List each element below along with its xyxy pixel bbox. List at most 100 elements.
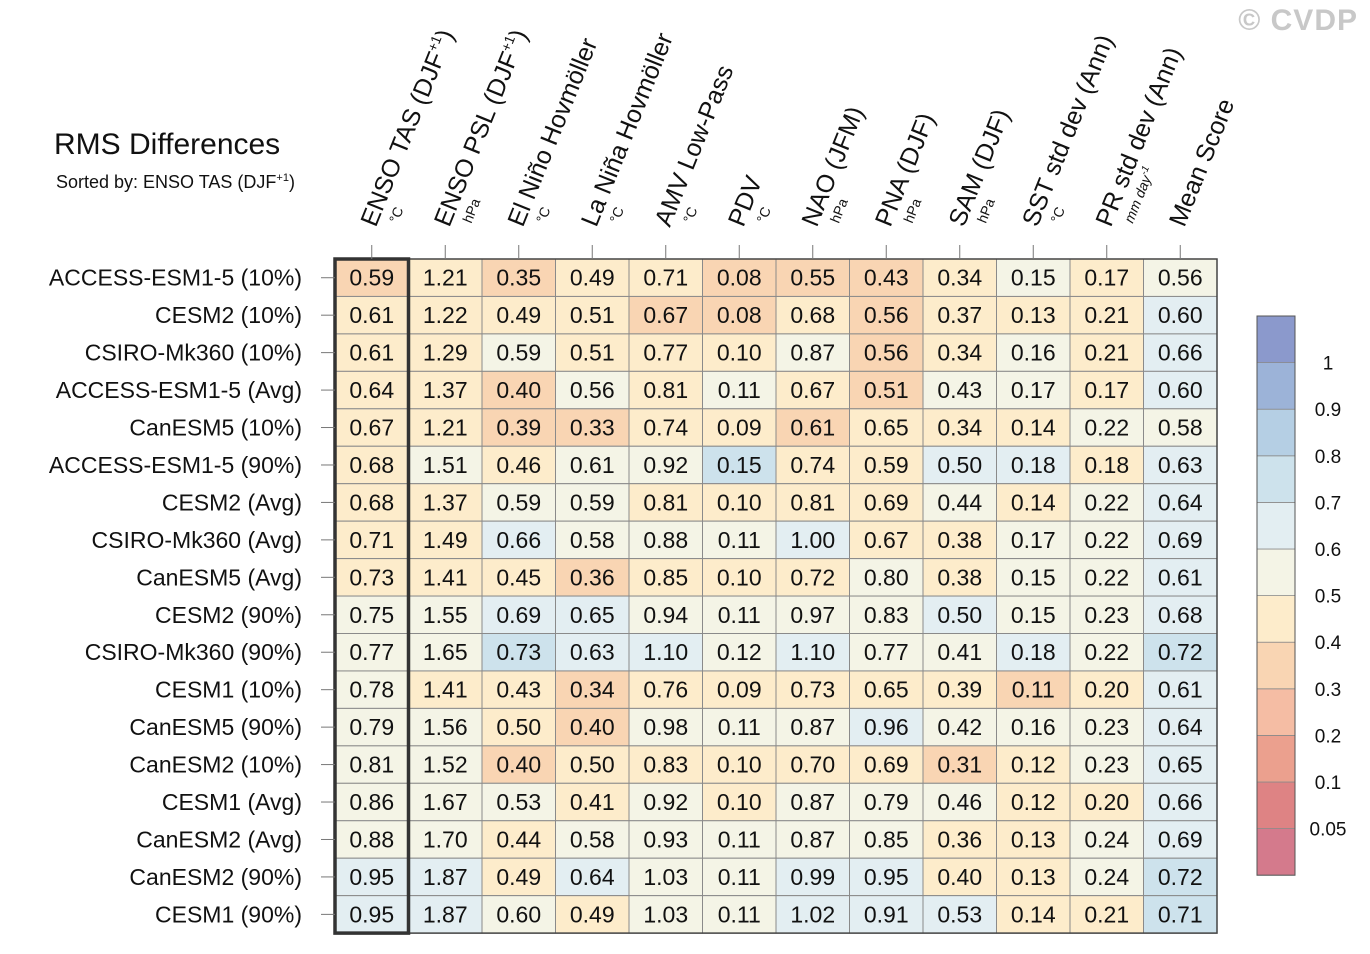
heatmap-cell	[628, 782, 703, 822]
column-unit: °C	[606, 205, 627, 226]
cell-value-label: 0.95	[349, 864, 394, 890]
column-label-superscript: +1	[497, 33, 518, 54]
cell-value-label: 0.40	[496, 752, 541, 778]
row-label: ACCESS-ESM1-5 (90%)	[49, 452, 302, 478]
heatmap-cell	[849, 558, 924, 597]
heatmap-cell	[555, 670, 630, 709]
colorbar-segment	[1256, 362, 1296, 410]
colorbar-segment	[1256, 595, 1296, 643]
cell-value-label: 0.69	[496, 602, 541, 628]
colorbar-segment	[1256, 315, 1296, 363]
row-label: CanESM5 (10%)	[129, 415, 302, 441]
cell-value-label: 0.97	[790, 602, 835, 628]
cell-value-label: 0.56	[1158, 265, 1203, 291]
cell-value-label: 0.71	[1158, 901, 1203, 927]
cell-value-label: 0.42	[937, 714, 982, 740]
cell-value-label: 0.33	[570, 415, 615, 441]
cell-value-label: 0.86	[349, 789, 394, 815]
colorbar-tick-label: 0.05	[1310, 820, 1347, 841]
cell-value-label: 0.87	[790, 789, 835, 815]
heatmap-cell	[481, 558, 556, 597]
heatmap-cell	[702, 670, 777, 709]
heatmap-cell	[481, 408, 556, 447]
column-unit-text: °C	[680, 205, 701, 226]
heatmap-cell	[481, 445, 556, 485]
cell-value-label: 0.59	[496, 489, 541, 515]
cell-value-label: 0.50	[570, 752, 615, 778]
cell-value-label: 0.65	[570, 602, 615, 628]
cell-value-label: 0.69	[864, 752, 909, 778]
cell-value-label: 0.63	[1158, 452, 1203, 478]
heatmap-cell	[555, 895, 630, 934]
heatmap-cell	[996, 782, 1071, 822]
cell-value-label: 0.59	[864, 452, 909, 478]
cell-value-label: 1.65	[423, 639, 468, 665]
colorbar-tick-label: 0.5	[1315, 587, 1341, 608]
cell-value-label: 0.15	[1011, 602, 1056, 628]
heatmap-cell	[408, 595, 483, 634]
cell-value-label: 0.94	[643, 602, 688, 628]
cell-value-label: 0.46	[937, 789, 982, 815]
colorbar-segment	[1256, 455, 1296, 503]
cell-value-label: 1.00	[790, 527, 835, 553]
cell-value-label: 0.12	[1011, 752, 1056, 778]
heatmap-cell	[481, 520, 556, 560]
colorbar-tick-label: 0.4	[1315, 633, 1342, 654]
cell-value-label: 0.15	[717, 452, 762, 478]
cell-value-label: 0.75	[349, 602, 394, 628]
cell-value-label: 0.81	[349, 752, 394, 778]
row-label: CanESM5 (90%)	[129, 714, 302, 740]
heatmap-cell	[849, 895, 924, 934]
cell-value-label: 0.66	[1158, 340, 1203, 366]
heatmap-cell	[555, 258, 630, 297]
cell-value-label: 0.40	[570, 714, 615, 740]
subtitle-suffix: )	[288, 172, 295, 192]
cell-value-label: 0.22	[1084, 415, 1129, 441]
heatmap-cell	[1069, 633, 1144, 672]
cell-value-label: 0.60	[1158, 302, 1203, 328]
row-label: CESM2 (90%)	[155, 602, 302, 628]
cell-value-label: 1.37	[423, 377, 468, 403]
cell-value-label: 0.91	[864, 901, 909, 927]
cell-value-label: 0.78	[349, 677, 394, 703]
heatmap-cell	[628, 408, 703, 447]
cell-value-label: 1.02	[790, 901, 835, 927]
cell-value-label: 0.49	[570, 901, 615, 927]
cell-value-label: 0.96	[864, 714, 909, 740]
cell-value-label: 0.61	[1158, 564, 1203, 590]
cell-value-label: 0.64	[570, 864, 615, 890]
heatmap-cell	[849, 707, 924, 747]
heatmap-cell	[702, 595, 777, 634]
cell-value-label: 1.87	[423, 901, 468, 927]
cell-value-label: 0.23	[1084, 714, 1129, 740]
row-label: CESM1 (10%)	[155, 677, 302, 703]
colorbar-tick-label: 0.7	[1315, 493, 1341, 514]
cell-value-label: 0.70	[790, 752, 835, 778]
heatmap-cell	[922, 633, 997, 672]
heatmap-cell	[702, 707, 777, 747]
heatmap-cell	[849, 333, 924, 372]
heatmap-cell	[628, 333, 703, 372]
colorbar-segment	[1256, 548, 1296, 596]
cell-value-label: 0.85	[643, 564, 688, 590]
heatmap-cell	[555, 857, 630, 897]
heatmap-cell	[334, 333, 409, 372]
cell-value-label: 0.15	[1011, 265, 1056, 291]
heatmap-cell	[334, 820, 409, 859]
cell-value-label: 1.87	[423, 864, 468, 890]
cell-value-label: 0.72	[790, 564, 835, 590]
cell-value-label: 0.34	[937, 340, 982, 366]
heatmap-cell	[922, 745, 997, 784]
cell-value-label: 0.18	[1011, 639, 1056, 665]
heatmap-cell	[555, 820, 630, 859]
heatmap-cell	[922, 520, 997, 560]
cell-value-label: 0.93	[643, 826, 688, 852]
cell-value-label: 0.39	[496, 415, 541, 441]
column-label-superscript: +1	[424, 33, 445, 54]
cell-value-label: 0.20	[1084, 789, 1129, 815]
cell-value-label: 1.03	[643, 864, 688, 890]
heatmap-cell	[334, 483, 409, 522]
column-unit-text: °C	[1047, 205, 1068, 226]
heatmap-cell	[996, 820, 1071, 859]
cell-value-label: 0.17	[1011, 527, 1056, 553]
